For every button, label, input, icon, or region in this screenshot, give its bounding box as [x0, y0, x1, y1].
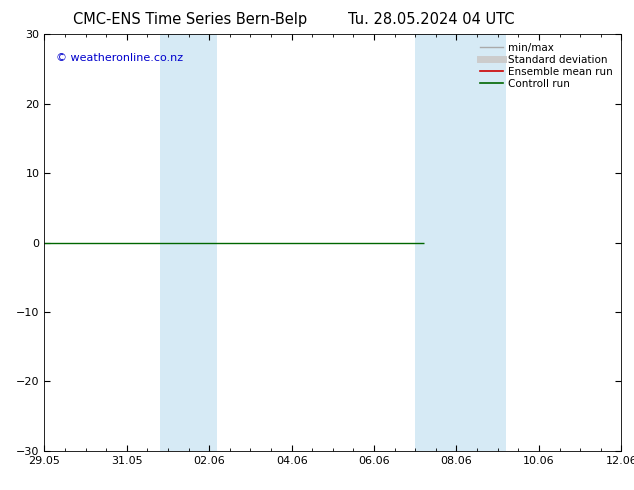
- Bar: [160, 34, 217, 451]
- Bar: [415, 34, 506, 451]
- Text: CMC-ENS Time Series Bern-Belp: CMC-ENS Time Series Bern-Belp: [73, 12, 307, 27]
- Text: © weatheronline.co.nz: © weatheronline.co.nz: [56, 53, 183, 63]
- Text: Tu. 28.05.2024 04 UTC: Tu. 28.05.2024 04 UTC: [348, 12, 514, 27]
- Legend: min/max, Standard deviation, Ensemble mean run, Controll run: min/max, Standard deviation, Ensemble me…: [477, 40, 616, 92]
